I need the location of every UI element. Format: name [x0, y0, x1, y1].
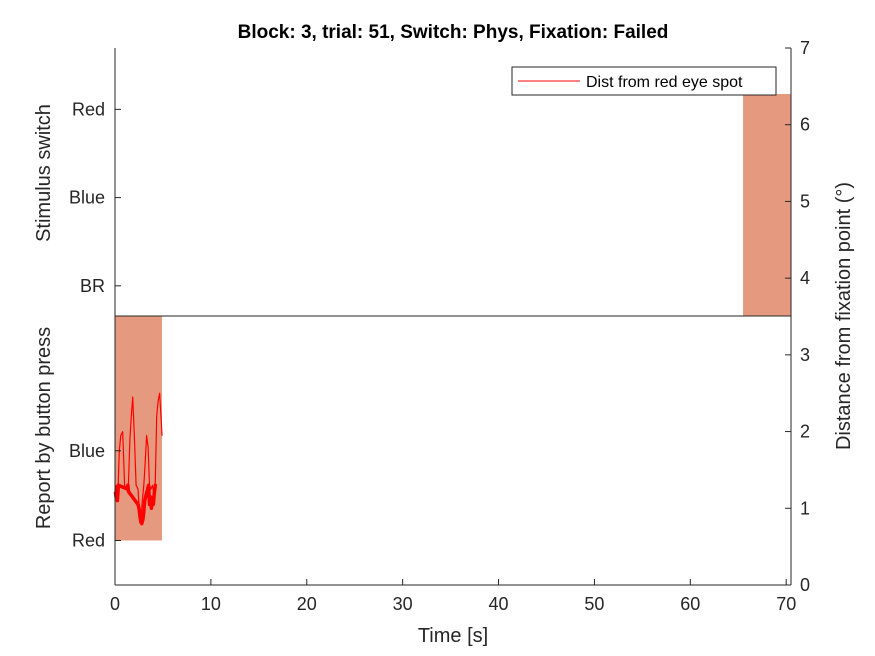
right-y-tick-label: 5 — [800, 191, 810, 211]
x-ticks: 0 10 20 30 40 50 60 70 — [110, 579, 796, 614]
right-y-tick-label: 0 — [800, 575, 810, 595]
x-tick-label: 30 — [393, 594, 413, 614]
right-y-ticks: 0 1 2 3 4 5 6 7 — [785, 38, 810, 595]
right-y-axis-label: Distance from fixation point (°) — [833, 182, 855, 450]
upper-category-tick-label: Red — [72, 99, 105, 119]
x-tick-label: 40 — [489, 594, 509, 614]
upper-shaded-interval — [743, 94, 791, 317]
x-tick-label: 10 — [201, 594, 221, 614]
right-y-tick-label: 2 — [800, 422, 810, 442]
x-tick-label: 60 — [680, 594, 700, 614]
x-tick-label: 0 — [110, 594, 120, 614]
right-y-tick-label: 4 — [800, 268, 810, 288]
lower-category-tick-label: Red — [72, 531, 105, 551]
x-tick-label: 20 — [297, 594, 317, 614]
right-y-tick-label: 7 — [800, 38, 810, 58]
upper-y-axis-label: Stimulus switch — [33, 104, 55, 242]
legend: Dist from red eye spot — [511, 66, 777, 96]
x-tick-label: 70 — [776, 594, 796, 614]
upper-category-ticks: BR Blue Red — [69, 99, 121, 296]
series-line-dense-segments — [113, 483, 158, 526]
lower-category-tick-label: Blue — [69, 441, 105, 461]
upper-category-tick-label: Blue — [69, 188, 105, 208]
right-y-tick-label: 6 — [800, 115, 810, 135]
legend-label: Dist from red eye spot — [586, 74, 743, 91]
upper-category-tick-label: BR — [80, 276, 105, 296]
lower-y-axis-label: Report by button press — [33, 327, 55, 529]
lower-category-ticks: Red Blue — [69, 441, 121, 551]
right-y-tick-label: 1 — [800, 498, 810, 518]
data-series — [113, 392, 163, 526]
chart-title: Block: 3, trial: 51, Switch: Phys, Fixat… — [238, 22, 669, 43]
x-tick-label: 50 — [584, 594, 604, 614]
right-y-tick-label: 3 — [800, 345, 810, 365]
x-axis-label: Time [s] — [418, 625, 488, 647]
